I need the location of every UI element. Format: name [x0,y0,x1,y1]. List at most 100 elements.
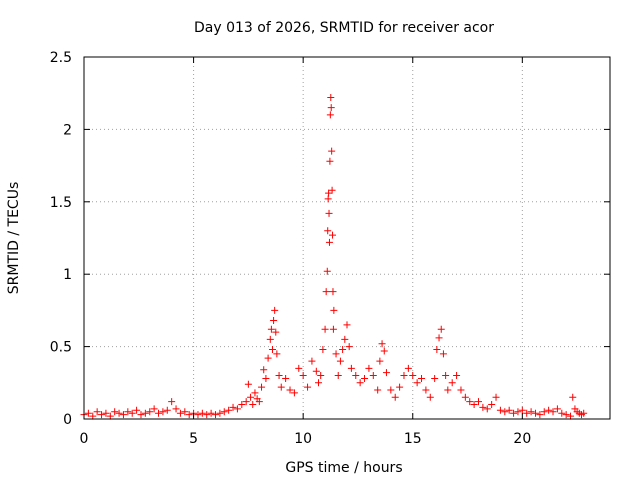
data-point [150,405,158,413]
data-point [439,350,447,358]
data-point [444,386,452,394]
data-point [514,408,522,416]
data-point [146,408,154,416]
data-point [391,393,399,401]
data-point [119,411,127,419]
y-axis-label: SRMTID / TECUs [6,182,22,295]
data-point [380,347,388,355]
x-tick-label: 0 [80,431,89,447]
data-point [540,408,548,416]
data-point [431,374,439,382]
data-point [317,372,325,380]
data-point [198,409,206,417]
data-point [326,157,334,165]
data-point [181,408,189,416]
data-point [327,94,335,102]
data-point [247,393,255,401]
data-point [345,343,353,351]
series-SRMTID [80,94,588,420]
data-point [475,398,482,406]
data-point [262,374,270,382]
tick-layer: 0 0.5 1 1.5 2 2.5 0 5 10 15 20 [50,50,610,447]
data-point [549,408,557,416]
data-point [329,288,337,296]
data-point [536,411,544,419]
chart-title: Day 013 of 2026, SRMTID for receiver aco… [194,20,494,36]
data-point [216,409,224,417]
data-point [369,372,377,380]
data-point [93,408,101,416]
data-point [111,408,119,416]
data-point [233,405,241,413]
data-point [133,406,141,414]
x-tick-label: 5 [189,431,198,447]
data-point [437,325,445,333]
data-point [207,409,215,417]
data-point [418,374,426,382]
data-point [453,372,461,380]
data-point [98,411,106,419]
data-point [176,409,184,417]
data-point [329,231,337,239]
data-point [361,374,369,382]
data-point [194,411,202,419]
data-point [255,398,263,406]
data-point [510,409,518,417]
data-point [260,366,268,374]
plot-frame [83,56,611,420]
data-point [553,405,561,413]
data-point [84,409,92,417]
data-point [558,409,566,417]
data-point [400,372,408,380]
x-tick-label: 15 [404,431,422,447]
data-point [545,406,553,414]
data-point [155,409,163,417]
data-point [229,403,237,411]
data-point [569,393,577,401]
data-point [505,406,513,414]
data-point [290,389,298,397]
data-point [347,364,355,372]
data-point [286,386,294,394]
data-point [332,350,340,358]
data-point [336,357,344,365]
data-point [271,306,279,314]
data-point [483,405,491,413]
y-tick-label: 2 [63,122,72,138]
data-point [523,409,531,417]
y-tick-label: 1.5 [50,195,72,211]
data-point [266,335,274,343]
data-point [329,325,337,333]
data-point [365,364,373,372]
data-point [319,345,327,353]
data-point [220,408,228,416]
data-point [435,334,443,342]
data-point [159,408,167,416]
data-point [328,147,336,155]
data-point [268,345,276,353]
data-point [203,411,211,419]
y-tick-label: 2.5 [50,50,72,66]
data-point [124,408,132,416]
data-point [461,393,469,401]
data-point [308,357,316,365]
data-point [102,409,110,417]
data-point [496,406,504,414]
data-point [387,386,395,394]
data-point [466,398,474,406]
data-point [433,345,441,353]
data-point [567,412,575,420]
data-point [325,238,333,246]
data-point [212,411,219,419]
data-point [295,364,303,372]
data-point [141,409,149,417]
data-point [128,409,136,417]
x-tick-label: 10 [294,431,312,447]
data-point [270,317,278,325]
data-point [304,383,312,391]
data-point [244,380,252,388]
data-point [334,372,342,380]
data-point [376,357,384,365]
data-point [163,406,171,414]
